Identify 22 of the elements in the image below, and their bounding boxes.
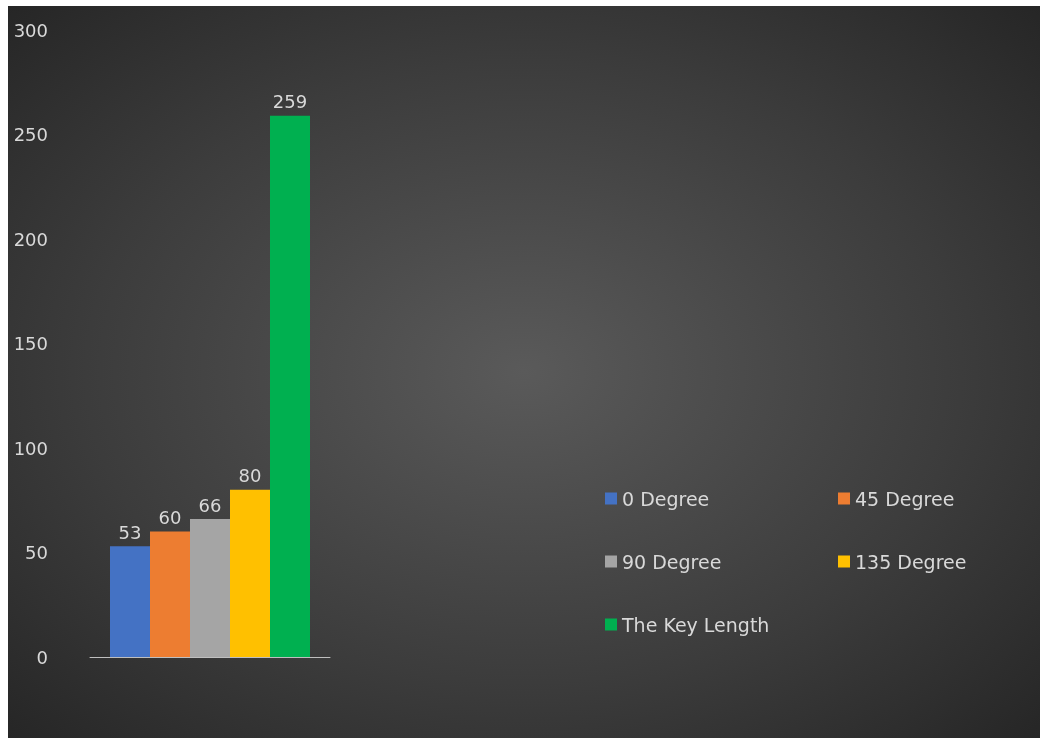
data-label: 53	[118, 521, 142, 543]
y-tick-label: 200	[13, 228, 48, 250]
data-label: 66	[198, 494, 222, 516]
bar	[110, 546, 150, 657]
bar	[270, 115, 310, 657]
y-tick-label: 300	[13, 19, 48, 41]
data-label: 60	[158, 507, 182, 529]
legend-label: 0 Degree	[622, 487, 710, 510]
legend-label: 90 Degree	[622, 550, 722, 573]
y-tick-label: 0	[36, 646, 48, 668]
legend-label: The Key Length	[621, 613, 770, 636]
y-tick-label: 50	[25, 542, 48, 563]
legend-label: 45 Degree	[855, 487, 955, 510]
legend-label: 135 Degree	[855, 550, 967, 573]
bar	[150, 531, 190, 657]
y-tick-label: 250	[13, 124, 48, 145]
y-tick-label: 100	[13, 437, 48, 459]
y-tick-label: 150	[13, 333, 48, 354]
bar	[190, 519, 230, 657]
bar	[230, 489, 270, 657]
data-label: 80	[238, 465, 262, 487]
data-label: 259	[272, 91, 308, 113]
